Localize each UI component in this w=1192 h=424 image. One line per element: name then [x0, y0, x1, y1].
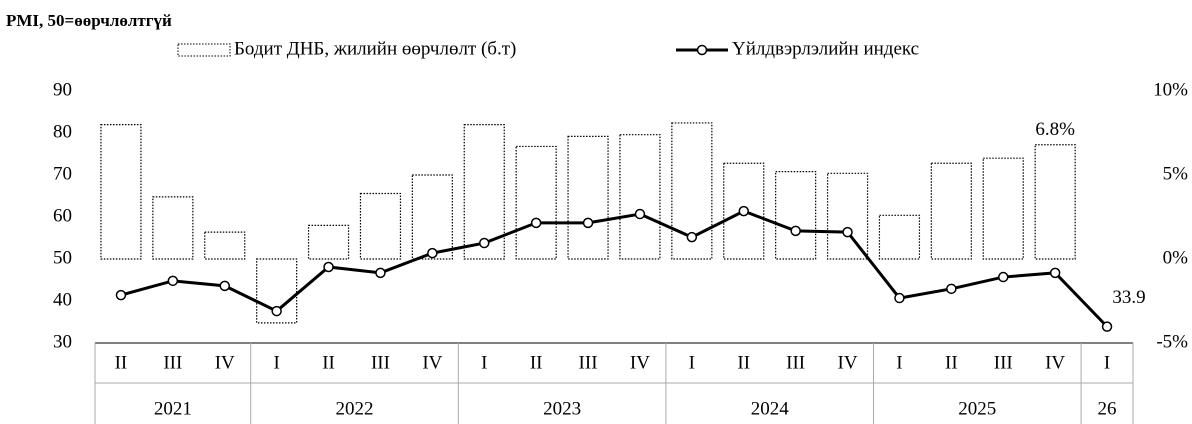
line-marker [582, 217, 594, 229]
line-marker [530, 217, 542, 229]
x-group-label: 2023 [543, 398, 581, 419]
legend-marker [696, 44, 708, 56]
line-marker [946, 283, 957, 295]
chart-title: PMI, 50=өөрчлөлтгүй [6, 11, 172, 30]
bar [152, 196, 194, 260]
line-marker [634, 208, 646, 220]
legend-swatch [177, 43, 231, 57]
bar [619, 134, 661, 260]
line-marker [271, 305, 282, 317]
x-tick-label: II [115, 352, 128, 373]
x-tick-label: III [994, 352, 1013, 373]
line-marker [167, 275, 179, 287]
x-group-label: 2021 [154, 398, 192, 419]
x-tick-label: IV [215, 352, 235, 373]
data-label: 6.8% [1035, 119, 1075, 140]
y2-tick-label: 0% [1163, 247, 1189, 268]
x-group-label: 2024 [751, 398, 790, 419]
y-tick-label: 80 [53, 121, 72, 142]
x-tick-label: III [163, 352, 182, 373]
line-marker [479, 237, 490, 249]
bar [982, 157, 1024, 260]
legend-label: Үйлдвэрлэлийн индекс [732, 38, 919, 59]
line-marker [427, 247, 438, 259]
x-tick-label: III [371, 352, 390, 373]
bar [826, 172, 869, 260]
x-group-label: 2025 [958, 398, 996, 419]
y2-tick-label: 5% [1163, 163, 1189, 184]
line-marker [323, 261, 334, 273]
y-tick-label: 90 [53, 79, 72, 100]
bar [515, 145, 557, 260]
bar [100, 123, 142, 260]
bar [930, 162, 972, 260]
line-marker [842, 226, 853, 238]
y-tick-label: 30 [53, 331, 72, 352]
bar [567, 135, 609, 260]
y2-tick-label: 10% [1153, 79, 1188, 100]
data-label: 33.9 [1112, 287, 1145, 308]
x-tick-label: IV [838, 352, 858, 373]
line-marker [219, 280, 230, 292]
x-tick-label: II [530, 352, 543, 373]
y2-tick-label: -5% [1156, 331, 1188, 352]
line-marker [1049, 267, 1061, 279]
y-tick-label: 60 [53, 205, 72, 226]
x-group-label: 2022 [336, 398, 374, 419]
x-tick-label: IV [1045, 352, 1065, 373]
line [120, 209, 1109, 328]
line-marker [115, 289, 127, 301]
bar [775, 171, 817, 260]
line-marker [790, 225, 801, 237]
x-tick-label: II [737, 352, 750, 373]
x-tick-label: I [273, 352, 279, 373]
x-tick-label: I [1104, 352, 1110, 373]
bar [307, 224, 350, 260]
x-tick-label: I [689, 352, 695, 373]
bar [411, 174, 453, 260]
x-tick-label: IV [422, 352, 442, 373]
x-tick-label: II [322, 352, 335, 373]
x-tick-label: I [481, 352, 487, 373]
legend-label: Бодит ДНБ, жилийн өөрчлөлт (б.т) [234, 38, 516, 59]
y-tick-label: 40 [53, 289, 72, 310]
bar [204, 231, 246, 260]
x-tick-label: III [579, 352, 598, 373]
line-marker [998, 271, 1009, 283]
bar [359, 192, 402, 260]
x-tick-label: I [896, 352, 902, 373]
bar [1034, 144, 1076, 260]
line-marker [686, 231, 698, 243]
x-tick-label: IV [630, 352, 650, 373]
x-tick-label: III [786, 352, 805, 373]
line-marker [1101, 321, 1113, 332]
y-tick-label: 50 [53, 247, 72, 268]
bar [878, 214, 921, 260]
x-tick-label: II [945, 352, 958, 373]
y-tick-label: 70 [53, 163, 72, 184]
line-marker [738, 205, 749, 217]
line-marker [894, 292, 905, 304]
x-group-label: 26 [1098, 398, 1117, 419]
line-marker [375, 267, 386, 279]
